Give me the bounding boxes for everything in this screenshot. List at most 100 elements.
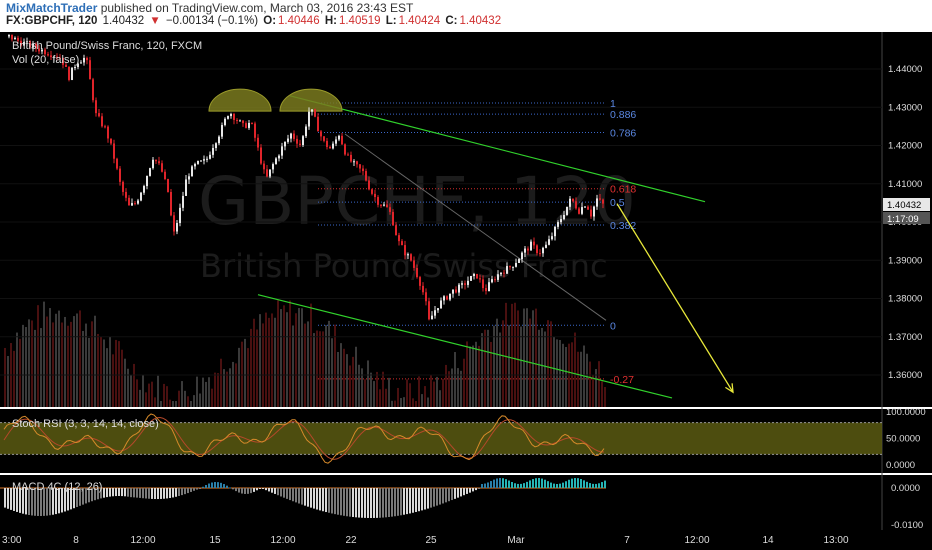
macd-histogram: 0.0000 -0.0100 [0, 478, 923, 531]
volume-bar [295, 313, 297, 407]
candle-body [434, 310, 436, 316]
candle-body [203, 159, 205, 161]
drawings[interactable] [208, 88, 734, 399]
macd-bar [553, 483, 555, 488]
macd-bar [52, 488, 54, 515]
macd-bar [547, 481, 549, 488]
candle-body [8, 34, 10, 37]
candle-body [329, 146, 331, 149]
volume-bar [394, 400, 396, 407]
candle-body [506, 266, 508, 274]
macd-bar [196, 488, 198, 490]
macd-bar [565, 481, 567, 488]
author-link[interactable]: MixMatchTrader [6, 1, 98, 15]
candle-body [122, 181, 124, 192]
candle-body [257, 137, 259, 148]
candle-body [479, 278, 481, 280]
volume-bar [31, 320, 33, 407]
volume-bar [64, 316, 66, 407]
macd-bar [76, 488, 78, 508]
candle-body [77, 63, 79, 68]
time-tick-7: Mar [507, 535, 525, 546]
fib-label-0: 0 [610, 320, 616, 332]
volume-bar [559, 340, 561, 407]
macd-bar [427, 488, 429, 509]
macd-bar [496, 478, 498, 488]
price-tick-0: 1.44000 [888, 64, 922, 75]
macd-bar [403, 488, 405, 515]
candle-body [131, 203, 133, 206]
stoch-rsi: 100.0000 50.0000 0.0000 [0, 407, 926, 471]
macd-title: MACD 4C (12, 26) [12, 481, 102, 493]
candle-body [335, 139, 337, 144]
volume-bar [433, 381, 435, 407]
candle-body [185, 179, 187, 196]
macd-bar [358, 488, 360, 518]
symbol-label[interactable]: FX:GBPCHF, 120 [6, 15, 98, 27]
macd-tick-1: -0.0100 [891, 520, 923, 531]
main-pane[interactable] [0, 32, 882, 407]
macd-bar [79, 488, 81, 506]
volume-bar [343, 348, 345, 407]
price-change: −0.00134 (−0.1%) [165, 15, 259, 27]
candle-body [584, 206, 586, 208]
candle-body [221, 125, 223, 137]
volume-bar [289, 300, 291, 407]
volume-bar [532, 310, 534, 407]
macd-bar [304, 488, 306, 506]
macd-bar [373, 488, 375, 518]
time-axis[interactable] [0, 530, 932, 550]
fib-label-0.5: 0.5 [610, 197, 625, 209]
volume-bar [589, 361, 591, 407]
candle-body [89, 60, 91, 80]
trend-diagonal-line [344, 133, 607, 321]
macd-bar [325, 488, 327, 513]
candle-body [548, 239, 550, 245]
volume-bar [496, 318, 498, 407]
volume-bar [82, 330, 84, 407]
candle-body [590, 209, 592, 217]
candle-body [209, 154, 211, 159]
volume-bar [349, 365, 351, 407]
volume-bar [58, 310, 60, 407]
macd-bar [484, 483, 486, 488]
macd-bar [214, 482, 216, 488]
candle-body [401, 241, 403, 246]
candle-body [284, 141, 286, 147]
macd-bar [307, 488, 309, 507]
candle-body [485, 288, 487, 292]
candle-body [164, 171, 166, 180]
macd-bar [94, 488, 96, 501]
open-value: 1.40446 [278, 15, 320, 27]
candle-body [278, 155, 280, 159]
macd-bar [133, 488, 135, 498]
volume-bar [205, 381, 207, 407]
volume-bar [310, 303, 312, 407]
volume-bar [430, 374, 432, 407]
macd-bar [280, 488, 282, 497]
volume-bar [40, 328, 42, 407]
macd-bar [457, 488, 459, 498]
macd-bar [478, 488, 480, 489]
stoch-tick-0: 100.0000 [886, 407, 926, 418]
candle-body [281, 146, 283, 156]
volume-bar [493, 325, 495, 407]
volume-bar [502, 320, 504, 407]
volume-bar [184, 390, 186, 407]
macd-bar [244, 488, 246, 494]
macd-bar [181, 488, 183, 496]
candle-body [551, 236, 553, 240]
macd-bar [229, 487, 231, 489]
volume-bar [196, 376, 198, 407]
volume-bar [463, 358, 465, 407]
volume-bar [544, 331, 546, 407]
candle-body [110, 138, 112, 144]
chart-title: British Pound/Swiss Franc, 120, FXCM [12, 40, 202, 52]
macd-bar [13, 488, 15, 511]
candle-body [287, 138, 289, 142]
candle-body [317, 116, 319, 132]
volume-bar [22, 324, 24, 407]
macd-bar [541, 478, 543, 488]
